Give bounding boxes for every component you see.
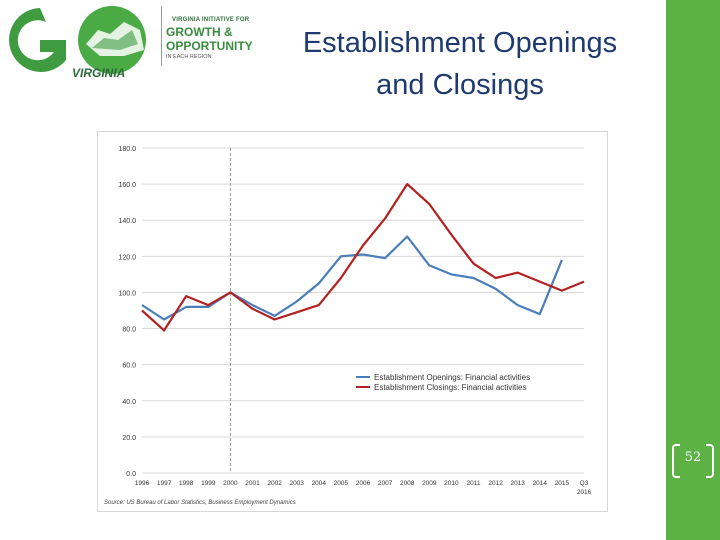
y-tick-label: 180.0 bbox=[118, 146, 136, 153]
logo-separator bbox=[161, 6, 162, 66]
line-chart: 0.0 20.0 40.0 60.0 80.0 100.0 120.0 140.0 160.0 1… bbox=[104, 146, 592, 506]
slide-title-line1: Establishment Openings bbox=[302, 27, 618, 59]
x-tick-label: 1998 bbox=[179, 480, 194, 487]
page-number: 52 bbox=[684, 450, 702, 465]
x-tick-label: 2003 bbox=[289, 480, 304, 487]
x-tick-label: Q3 2016 bbox=[577, 480, 592, 496]
slide-title-line2: and Closings bbox=[376, 69, 544, 101]
x-tick-label: 2006 bbox=[356, 480, 371, 487]
y-tick-label: 60.0 bbox=[122, 363, 136, 370]
series-line-closings bbox=[141, 183, 585, 332]
y-tick-label: 140.0 bbox=[118, 218, 136, 225]
x-tick-label: 1997 bbox=[157, 480, 172, 487]
x-tick-label: 2007 bbox=[378, 480, 393, 487]
legend-label: Establishment Openings: Financial activi… bbox=[374, 373, 530, 382]
y-tick-label: 80.0 bbox=[122, 327, 136, 334]
x-tick-label: 2000 bbox=[223, 480, 238, 487]
x-tick-label: 2015 bbox=[555, 480, 570, 487]
logo-virginia-text: VIRGINIA bbox=[72, 66, 126, 80]
bracket-left bbox=[672, 444, 680, 478]
logo-text-line1: VIRGINIA INITIATIVE FOR bbox=[172, 17, 250, 23]
y-tick-label: 160.0 bbox=[118, 182, 136, 189]
page-number-badge: 52 bbox=[672, 444, 714, 478]
x-tick-label: 1999 bbox=[201, 480, 216, 487]
x-tick-label: 2008 bbox=[400, 480, 415, 487]
logo-text-line2: GROWTH & bbox=[166, 25, 233, 39]
y-tick-label: 20.0 bbox=[122, 435, 136, 442]
x-tick-label: 2013 bbox=[510, 480, 525, 487]
x-tick-label: 2001 bbox=[245, 480, 260, 487]
series-line-openings bbox=[141, 235, 563, 321]
go-logo-icon bbox=[9, 6, 146, 74]
y-tick-label: 120.0 bbox=[118, 254, 136, 261]
source-note: Source: US Bureau of Labor Statistics, B… bbox=[104, 500, 296, 506]
x-tick-label: 2009 bbox=[422, 480, 437, 487]
legend-label: Establishment Closings: Financial activi… bbox=[374, 383, 527, 392]
x-tick-label: 2002 bbox=[267, 480, 282, 487]
y-tick-label: 0.0 bbox=[126, 471, 136, 478]
x-tick-label: 2012 bbox=[488, 480, 503, 487]
x-tick-label: 2005 bbox=[334, 480, 349, 487]
x-tick-label: 2011 bbox=[467, 480, 481, 487]
bracket-right bbox=[706, 444, 714, 478]
y-tick-label: 100.0 bbox=[118, 290, 136, 297]
logo-text-line4: IN EACH REGION bbox=[166, 54, 212, 60]
chart-container: 0.0 20.0 40.0 60.0 80.0 100.0 120.0 140.0 160.0 1… bbox=[97, 131, 608, 512]
x-tick-label: 2014 bbox=[533, 480, 548, 487]
logo-text-line3: OPPORTUNITY bbox=[166, 39, 253, 53]
x-tick-label: 2010 bbox=[444, 480, 459, 487]
y-tick-label: 40.0 bbox=[122, 399, 136, 406]
x-tick-label: 1996 bbox=[135, 480, 150, 487]
accent-sidebar bbox=[666, 0, 720, 540]
x-tick-label: 2004 bbox=[312, 480, 327, 487]
slide-title: Establishment Openings and Closings bbox=[270, 22, 650, 106]
go-virginia-logo: VIRGINIA INITIATIVE FOR GROWTH & OPPORTU… bbox=[0, 0, 260, 84]
